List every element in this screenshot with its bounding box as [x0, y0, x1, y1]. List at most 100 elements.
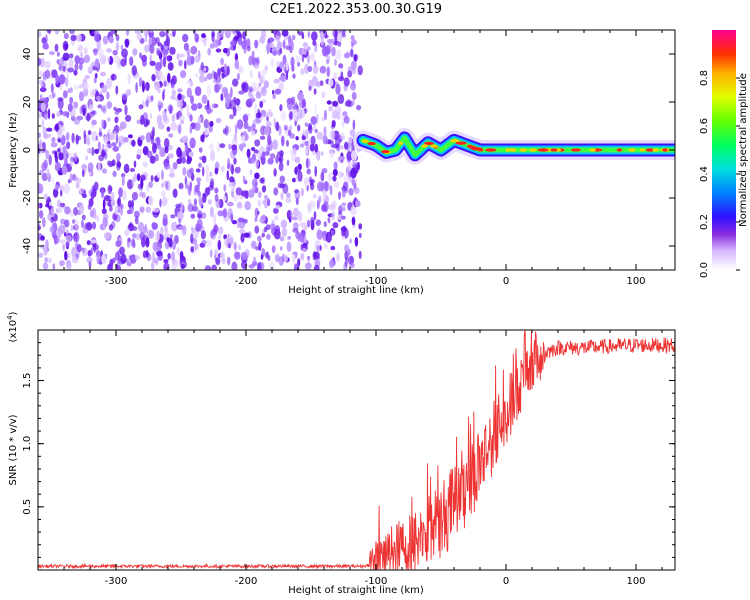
noise-blob	[65, 151, 69, 160]
noise-blob	[56, 148, 61, 153]
noise-blob	[274, 253, 280, 263]
noise-blob	[64, 206, 71, 215]
noise-blob	[250, 94, 254, 100]
noise-blob	[286, 241, 292, 252]
noise-blob	[227, 30, 233, 34]
noise-blob	[101, 143, 105, 150]
noise-blob	[119, 246, 125, 255]
noise-blob	[132, 176, 135, 187]
noise-blob	[201, 155, 207, 164]
noise-blob	[86, 222, 92, 227]
noise-blob	[149, 44, 155, 54]
noise-blob	[282, 54, 287, 65]
noise-blob	[227, 242, 232, 249]
noise-blob	[287, 129, 292, 137]
noise-blob	[330, 229, 335, 236]
noise-blob	[231, 261, 238, 270]
noise-blob	[106, 101, 113, 109]
noise-blob	[326, 100, 332, 105]
noise-blob	[341, 230, 346, 237]
noise-blob	[251, 123, 256, 130]
noise-blob	[129, 56, 134, 66]
heatmap-noise-region	[38, 30, 363, 270]
noise-blob	[257, 38, 261, 47]
noise-blob	[255, 91, 262, 99]
noise-blob	[162, 109, 167, 120]
noise-blob	[286, 159, 290, 166]
noise-blob	[337, 93, 345, 105]
noise-blob	[209, 249, 213, 258]
noise-blob	[286, 192, 291, 199]
noise-blob	[45, 133, 51, 138]
noise-blob	[242, 31, 246, 40]
noise-blob	[280, 73, 287, 83]
noise-blob	[233, 35, 239, 41]
noise-blob	[214, 167, 219, 175]
noise-blob	[48, 30, 52, 35]
noise-blob	[197, 213, 203, 219]
noise-blob	[141, 236, 146, 248]
noise-blob	[292, 253, 296, 264]
noise-blob	[295, 156, 301, 164]
noise-blob	[115, 41, 120, 51]
noise-blob	[178, 182, 184, 190]
noise-blob	[71, 132, 75, 143]
noise-blob	[233, 242, 237, 251]
noise-blob	[87, 250, 92, 257]
noise-blob	[115, 133, 119, 144]
ridge-peak	[550, 148, 558, 152]
noise-blob	[238, 220, 246, 229]
noise-blob	[239, 229, 246, 234]
noise-blob	[41, 162, 48, 172]
noise-blob	[169, 167, 175, 175]
noise-blob	[309, 182, 315, 191]
noise-blob	[332, 100, 339, 107]
noise-blob	[209, 171, 213, 177]
snr-multiplier-exp: 4	[6, 315, 14, 320]
noise-blob	[331, 46, 336, 57]
noise-blob	[332, 222, 339, 229]
xtick-label: 100	[626, 276, 645, 287]
noise-blob	[291, 34, 296, 41]
noise-blob	[94, 72, 98, 79]
noise-blob	[157, 42, 162, 47]
noise-blob	[293, 207, 299, 217]
ridge-peak	[639, 148, 646, 152]
noise-blob	[350, 167, 357, 179]
noise-blob	[73, 117, 81, 125]
noise-blob	[131, 238, 136, 247]
noise-blob	[178, 218, 182, 224]
noise-blob	[358, 250, 362, 260]
noise-blob	[190, 213, 196, 219]
noise-blob	[236, 220, 240, 229]
noise-blob	[249, 169, 253, 176]
noise-blob	[209, 206, 214, 218]
noise-blob	[117, 207, 121, 214]
noise-blob	[181, 135, 189, 144]
noise-blob	[258, 218, 264, 223]
noise-blob	[152, 142, 157, 154]
noise-blob	[247, 125, 252, 132]
noise-blob	[184, 176, 187, 185]
noise-blob	[163, 162, 171, 170]
noise-blob	[223, 184, 227, 192]
noise-blob	[38, 252, 44, 258]
noise-blob	[250, 158, 256, 164]
noise-blob	[261, 185, 267, 193]
noise-blob	[277, 182, 285, 189]
noise-blob	[295, 55, 302, 65]
noise-blob	[86, 256, 93, 263]
noise-blob	[121, 173, 126, 178]
noise-blob	[220, 93, 224, 102]
noise-blob	[333, 180, 340, 189]
noise-blob	[208, 199, 212, 205]
noise-blob	[190, 233, 194, 244]
noise-blob	[103, 135, 109, 144]
noise-blob	[177, 211, 184, 221]
noise-blob	[68, 152, 75, 158]
noise-blob	[279, 150, 284, 157]
noise-blob	[349, 238, 352, 244]
noise-blob	[220, 165, 225, 172]
ytick-label: 0	[22, 147, 33, 153]
